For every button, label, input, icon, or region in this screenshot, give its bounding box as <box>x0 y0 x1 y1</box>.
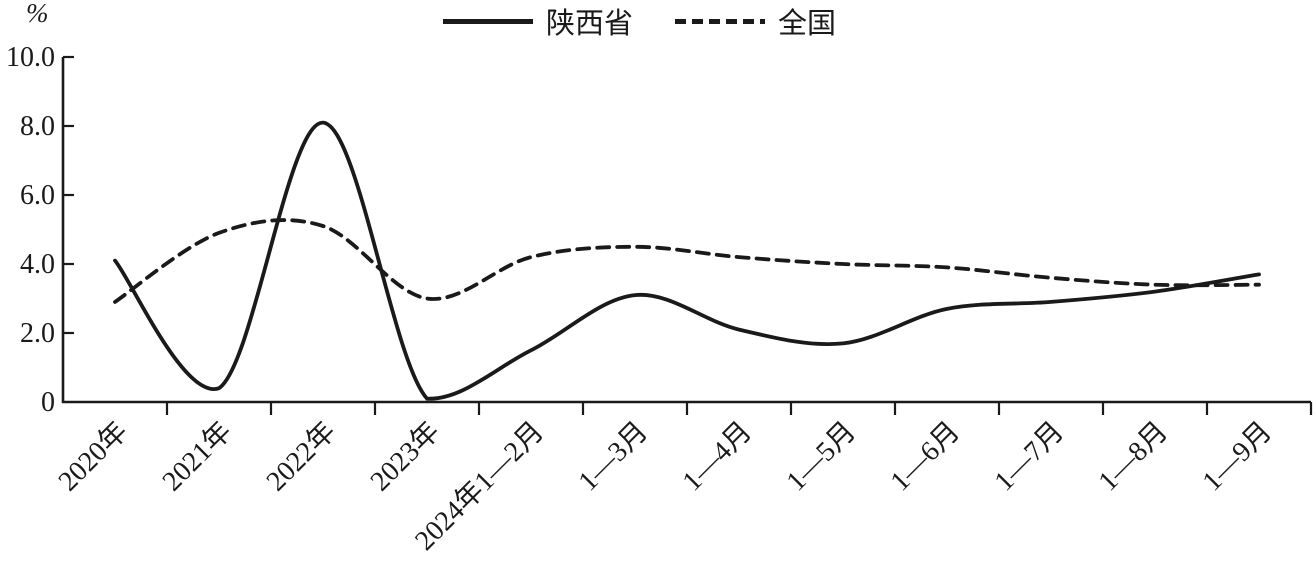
x-tick-label: 1—9月 <box>1197 416 1278 497</box>
y-tick-label: 0 <box>41 387 55 418</box>
x-tick-label: 1—7月 <box>989 416 1070 497</box>
y-axis-unit-label: % <box>26 0 49 28</box>
legend-label-national: 全国 <box>778 8 837 40</box>
y-tick-label: 8.0 <box>20 111 55 142</box>
series-line-national <box>113 218 1261 304</box>
x-tick-label: 1—4月 <box>677 416 758 497</box>
x-tick-label: 1—3月 <box>573 416 654 497</box>
y-tick-label: 2.0 <box>20 318 55 349</box>
y-tick-label: 4.0 <box>20 249 55 280</box>
axis-lines <box>61 57 1311 404</box>
legend: 陕西省 全国 <box>443 4 836 40</box>
x-tick-label: 1—8月 <box>1093 416 1174 497</box>
legend-label-shaanxi: 陕西省 <box>546 8 634 40</box>
x-tick-label: 2022年 <box>260 415 342 497</box>
legend-line-shaanxi-icon <box>443 18 533 24</box>
legend-line-national-icon <box>675 18 766 24</box>
x-tick-label: 2020年 <box>52 415 134 497</box>
y-tick-label: 6.0 <box>20 180 55 211</box>
x-tick-label: 1—6月 <box>885 416 966 497</box>
y-tick-label: 10.0 <box>6 42 55 73</box>
x-tick-label: 2021年 <box>156 415 238 497</box>
x-tick-label: 1—5月 <box>781 416 862 497</box>
x-tick-label: 2023年 <box>364 415 446 497</box>
series-line-shaanxi <box>113 120 1261 401</box>
